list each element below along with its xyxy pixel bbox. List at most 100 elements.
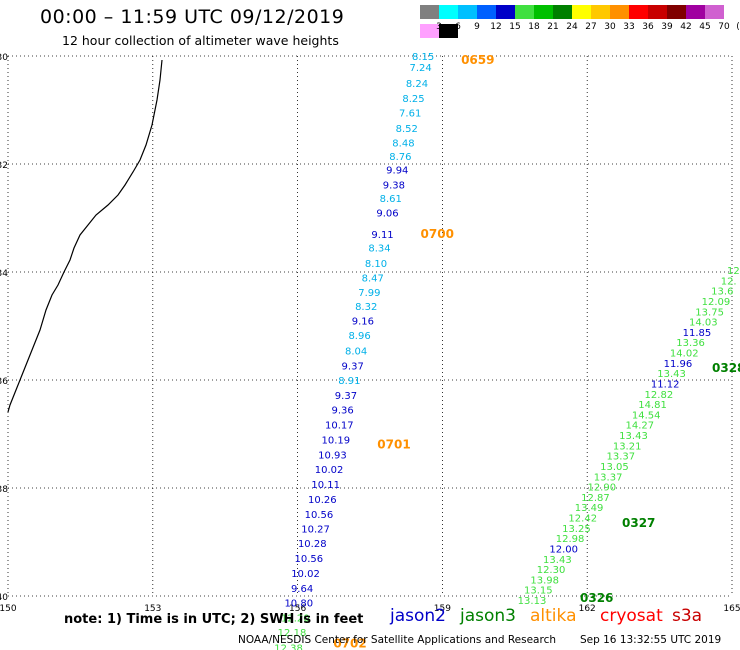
lat-tick-label: -32 (0, 161, 8, 171)
wave-height-label: 13.05 (600, 462, 629, 473)
wave-height-label: 11.96 (664, 359, 693, 370)
footer-note: note: 1) Time is in UTC; 2) SWH is in fe… (64, 612, 364, 627)
wave-height-label: 7.24 (410, 63, 432, 74)
lon-tick-label: 153 (144, 604, 161, 614)
wave-height-label: 14.27 (626, 421, 655, 432)
wave-height-label: 12.30 (537, 565, 566, 576)
wave-height-label: 12.87 (581, 493, 610, 504)
wave-height-label: 8.91 (338, 376, 360, 387)
legend-swatch (534, 5, 553, 19)
legend-label: 27 (585, 22, 597, 32)
wave-height-label: 14.02 (670, 349, 699, 360)
wave-height-label: 10.27 (301, 525, 330, 536)
wave-height-label: 14.03 (689, 318, 718, 329)
lon-tick-label: 156 (289, 604, 306, 614)
wave-height-label: 12.90 (587, 483, 616, 494)
wave-height-label: 8.24 (406, 79, 428, 90)
legend-label: 9 (474, 22, 480, 32)
lat-tick-label: -34 (0, 269, 8, 279)
legend-swatch (686, 5, 705, 19)
time-label: 0659 (461, 53, 494, 67)
credit-text: NOAA/NESDIS Center for Satellite Applica… (238, 634, 556, 646)
legend-label: 70 (718, 22, 730, 32)
legend-swatch (458, 5, 477, 19)
wave-height-label: 10.17 (325, 420, 354, 431)
mission-altika: altika (530, 606, 577, 626)
mission-jason2: jason2 (390, 606, 446, 626)
lat-tick-label: -36 (0, 377, 8, 387)
wave-height-label: 8.96 (348, 331, 370, 342)
wave-height-label: 9.36 (331, 406, 353, 417)
wave-height-label: 8.04 (345, 346, 367, 357)
wave-height-label: 14.81 (638, 400, 667, 411)
wave-height-label: 9.37 (335, 391, 357, 402)
wave-height-label: 12.82 (645, 390, 674, 401)
legend-swatch (648, 5, 667, 19)
legend-label: 24 (566, 22, 578, 32)
wave-height-label: 8.10 (365, 259, 387, 270)
time-label: 0702 (333, 637, 366, 650)
wave-height-label: 13.75 (695, 307, 724, 318)
legend-swatch (439, 24, 458, 38)
timestamp-text: Sep 16 13:32:55 UTC 2019 (580, 634, 722, 646)
wave-height-label: 9.37 (342, 361, 364, 372)
wave-height-label: 8.61 (380, 194, 402, 205)
wave-height-label: 11.85 (683, 328, 712, 339)
legend-swatch (420, 5, 439, 19)
wave-height-label: 13.98 (530, 575, 559, 586)
legend-label: 39 (661, 22, 673, 32)
legend-swatch (667, 5, 686, 19)
wave-height-label: 11.12 (651, 379, 680, 390)
legend-label: (ft) (736, 22, 740, 32)
wave-height-label: 12.00 (549, 544, 578, 555)
legend-label: 15 (509, 22, 521, 32)
map-subtitle: 12 hour collection of altimeter wave hei… (62, 33, 339, 48)
lat-tick-label: -38 (0, 485, 8, 495)
wave-height-label: 10.56 (305, 510, 334, 521)
wave-height-label: 8.76 (389, 152, 411, 163)
wave-height-label: 13.43 (543, 555, 572, 566)
legend-swatch (515, 5, 534, 19)
wave-height-label: 12. (721, 276, 737, 287)
wave-height-label: 8.25 (402, 94, 424, 105)
lat-tick-label: -40 (0, 593, 8, 603)
legend-label: 33 (623, 22, 635, 32)
wave-height-label: 9.94 (386, 165, 408, 176)
wave-height-label: 12. (727, 266, 740, 277)
wave-height-label: 12.38 (274, 643, 303, 650)
wave-height-label: 8.32 (355, 302, 377, 313)
wave-height-label: 8.48 (392, 138, 414, 149)
legend-swatch (705, 5, 724, 19)
wave-height-label: 10.80 (284, 598, 313, 609)
time-label: 0327 (622, 516, 655, 530)
lat-tick-label: -30 (0, 53, 8, 63)
wave-height-label: 13.6 (711, 287, 733, 298)
wave-height-label: 7.99 (358, 288, 380, 299)
wave-height-label: 13.43 (657, 369, 686, 380)
legend-label: 30 (604, 22, 616, 32)
legend-label: 18 (528, 22, 540, 32)
wave-height-label: 9.38 (383, 181, 405, 192)
wave-height-label: 12.09 (702, 297, 731, 308)
legend-swatch (496, 5, 515, 19)
mission-s3a: s3a (672, 606, 703, 626)
legend-label: 36 (642, 22, 654, 32)
mission-cryosat: cryosat (600, 606, 663, 626)
wave-height-label: 13.43 (619, 431, 648, 442)
wave-height-label: 10.93 (318, 451, 347, 462)
wave-height-label: 10.28 (298, 539, 327, 550)
legend-label: 3 (436, 22, 442, 32)
wave-height-label: 9.16 (352, 317, 374, 328)
wave-height-label: 10.19 (322, 435, 351, 446)
wave-height-label: 8.52 (396, 124, 418, 135)
wave-height-label: 10.02 (291, 569, 320, 580)
coastline (7, 59, 163, 413)
lon-tick-label: 162 (579, 604, 596, 614)
wave-height-label: 13.15 (524, 586, 553, 597)
wave-height-label: 14.54 (632, 410, 661, 421)
legend-swatch (553, 5, 572, 19)
lon-tick-label: 165 (723, 604, 740, 614)
legend-label: 45 (699, 22, 711, 32)
